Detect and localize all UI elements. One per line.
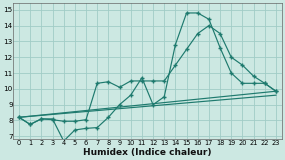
X-axis label: Humidex (Indice chaleur): Humidex (Indice chaleur) (83, 148, 212, 156)
